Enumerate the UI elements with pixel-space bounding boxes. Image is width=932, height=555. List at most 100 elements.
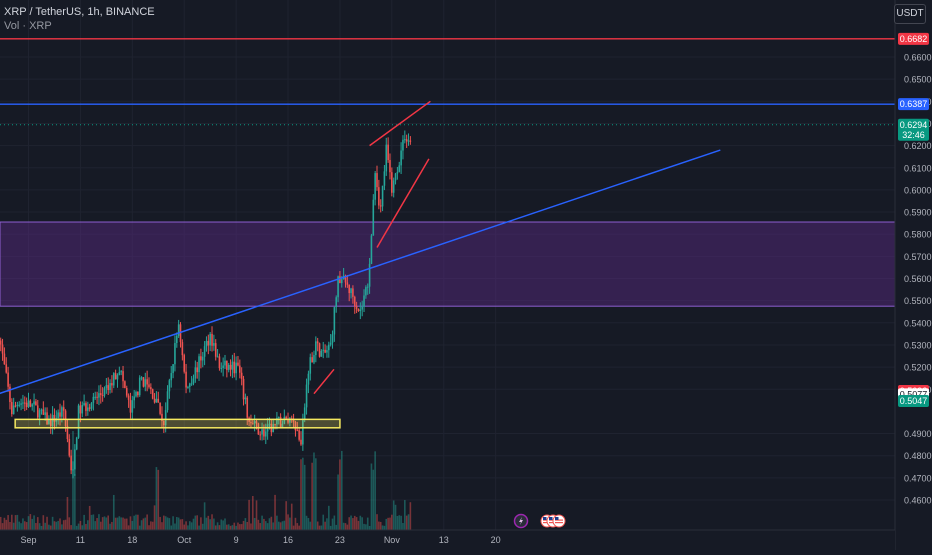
volume-bar xyxy=(281,521,284,530)
volume-bar xyxy=(239,524,241,530)
candle-body xyxy=(396,171,399,174)
candle-body xyxy=(198,356,200,373)
candle-body xyxy=(146,379,148,385)
volume-bar xyxy=(313,452,315,530)
candle-body xyxy=(133,396,135,401)
volume-bar xyxy=(203,502,206,530)
volume-bar xyxy=(378,521,380,530)
volume-bar xyxy=(61,524,63,530)
volume-bar xyxy=(150,521,152,530)
time-axis-bg xyxy=(0,530,895,550)
volume-bar xyxy=(25,522,28,530)
candle-body xyxy=(3,353,6,365)
volume-bar xyxy=(85,523,87,530)
y-tick-label: 0.5500 xyxy=(904,296,932,306)
volume-indicator-label[interactable]: Vol · XRP xyxy=(4,20,52,32)
volume-bar xyxy=(374,451,376,530)
volume-bar xyxy=(303,464,306,530)
volume-bar xyxy=(248,499,250,530)
supply-zone-box[interactable] xyxy=(0,221,896,307)
volume-bar xyxy=(381,525,384,530)
volume-bar xyxy=(391,514,393,530)
volume-bar xyxy=(0,516,2,530)
volume-bar xyxy=(385,518,388,530)
volume-bar xyxy=(1,523,4,530)
candle-body xyxy=(326,350,328,353)
support-box[interactable] xyxy=(14,418,341,429)
price-label-1 xyxy=(898,32,929,45)
volume-bar xyxy=(29,514,32,530)
volume-bar xyxy=(55,521,58,530)
candle-body xyxy=(302,419,304,445)
volume-bar xyxy=(396,515,399,530)
volume-bar xyxy=(112,494,115,530)
volume-bar xyxy=(246,521,249,530)
candle-body xyxy=(140,377,143,379)
volume-bar xyxy=(99,521,102,530)
channel-line-2[interactable] xyxy=(369,100,431,147)
volume-bar xyxy=(187,525,189,530)
volume-bar xyxy=(170,525,173,530)
volume-bar xyxy=(46,516,48,530)
volume-bar xyxy=(12,522,15,530)
candle-body xyxy=(392,180,395,193)
volume-bar xyxy=(252,496,254,530)
y-tick-label: 0.4900 xyxy=(904,429,932,439)
candle-body xyxy=(179,324,182,343)
us-flag-icon[interactable] xyxy=(552,514,566,528)
channel-line-3[interactable] xyxy=(376,158,430,248)
volume-bar xyxy=(157,469,160,530)
candle-body xyxy=(355,306,358,310)
currency-button[interactable]: USDT xyxy=(894,4,926,24)
y-tick-label: 0.5200 xyxy=(904,363,932,373)
candle-body xyxy=(75,437,78,450)
candle-body xyxy=(250,421,252,424)
candle-body xyxy=(157,398,160,403)
volume-bar xyxy=(405,515,408,530)
candle-body xyxy=(227,364,230,370)
volume-bar xyxy=(268,518,271,530)
volume-bar xyxy=(244,518,247,530)
candle-body xyxy=(237,362,239,366)
volume-bar xyxy=(257,519,260,530)
volume-bar xyxy=(379,521,382,530)
volume-bar xyxy=(261,515,263,530)
candle-body xyxy=(263,429,265,437)
volume-bar xyxy=(290,503,293,530)
candle-body xyxy=(244,397,247,400)
channel-line-1[interactable] xyxy=(313,368,335,395)
volume-bar xyxy=(222,520,224,530)
volume-bar xyxy=(266,523,269,530)
candle-body xyxy=(303,407,306,420)
volume-bar xyxy=(309,521,312,530)
candle-body xyxy=(192,378,195,384)
candle-body xyxy=(120,371,122,373)
volume-bar xyxy=(96,518,98,530)
flag-stripe xyxy=(555,522,563,524)
volume-bar xyxy=(137,514,139,530)
candle-body xyxy=(279,416,282,428)
volume-bar xyxy=(188,521,191,530)
candle-body xyxy=(16,404,19,406)
candle-body xyxy=(359,309,362,311)
ascending-trendline[interactable] xyxy=(0,149,721,395)
volume-bar xyxy=(127,525,130,530)
volume-bar xyxy=(318,525,321,530)
volume-bar xyxy=(153,505,156,530)
volume-bar xyxy=(142,518,145,530)
candle-body xyxy=(42,409,45,415)
volume-bar xyxy=(22,518,24,530)
volume-bar xyxy=(111,521,113,530)
candle-body xyxy=(196,367,198,373)
volume-bar xyxy=(296,523,299,530)
symbol-title[interactable]: XRP / TetherUS, 1h, BINANCE xyxy=(4,6,155,18)
candle-body xyxy=(261,429,263,435)
candle-body xyxy=(335,297,338,308)
candle-body xyxy=(329,342,332,345)
volume-bar xyxy=(253,517,256,530)
volume-bar xyxy=(213,518,215,530)
volume-bar xyxy=(365,524,367,530)
candle-body xyxy=(98,393,100,398)
